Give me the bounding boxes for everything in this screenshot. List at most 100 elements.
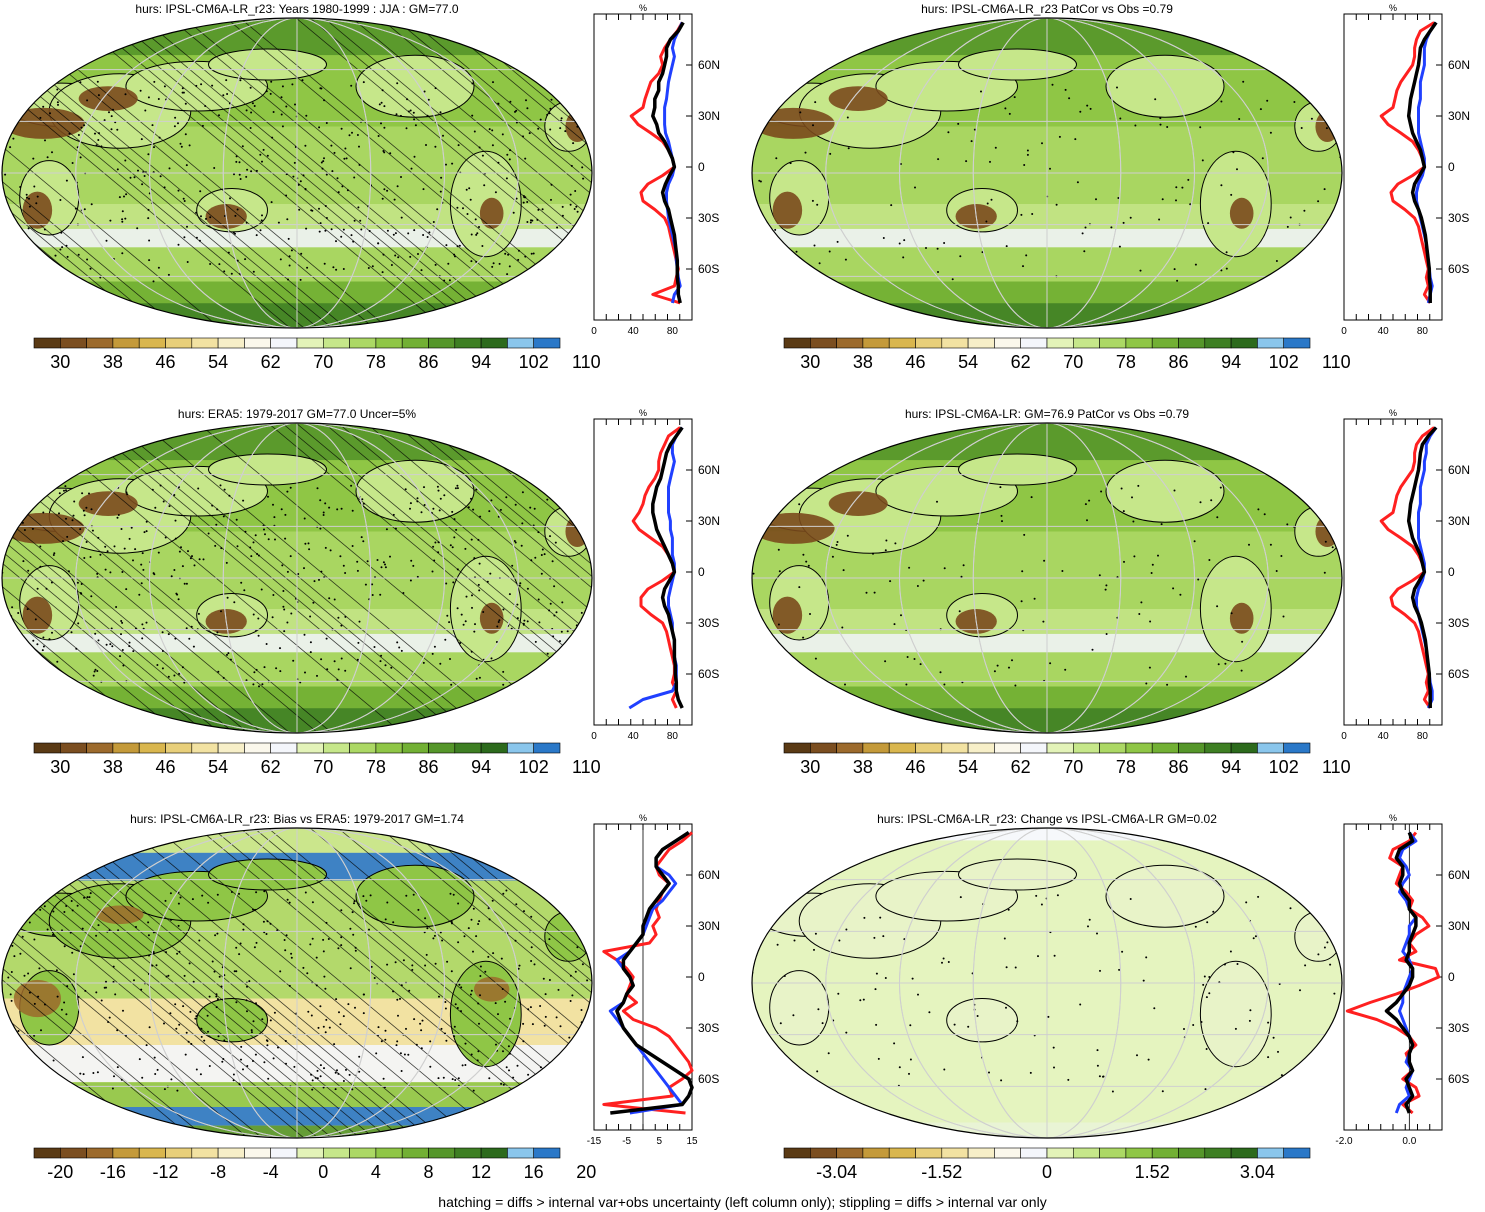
colorbar-swatch: [59, 337, 87, 349]
zonal-profile: % -2.0 0.0 60N 30N 0 30S 60S: [1335, 813, 1470, 1147]
colorbar-swatch: [270, 1147, 298, 1159]
colorbar-swatch: [533, 1147, 561, 1159]
colorbar-tick-label: -3.04: [816, 1162, 857, 1182]
colorbar-swatch: [1099, 337, 1127, 349]
colorbar-swatch: [401, 337, 429, 349]
colorbar: 30 38 46 54 62 70 78 86 94 102 110: [783, 337, 1351, 372]
colorbar-tick-label: 86: [1168, 757, 1188, 777]
profile-line-ensemble: [651, 21, 685, 304]
continent-shape: [208, 453, 327, 486]
colorbar-tick-label: 46: [905, 757, 925, 777]
colorbar-swatch: [244, 742, 271, 754]
map: [751, 827, 1343, 1139]
colorbar-swatch: [941, 337, 969, 349]
continent-shape: [1105, 54, 1225, 118]
colorbar-swatch: [862, 337, 890, 349]
colorbar-swatch: [428, 337, 456, 349]
colorbar-tick-label: 110: [572, 352, 601, 372]
colorbar-swatch: [480, 742, 508, 754]
graticule: [2, 18, 592, 328]
colorbar-tick-label: 70: [313, 352, 333, 372]
map-border: [751, 827, 1343, 1139]
colorbar-tick-label: 3.04: [1240, 1162, 1275, 1182]
panel-p6: -3.04 -1.52 0 1.52 3.04% -2.0 0.0 60N 30N 0 30S 60S: [751, 813, 1470, 1182]
profile-x-tick-label: 0: [1341, 326, 1347, 337]
colorbar-swatch: [244, 1147, 271, 1159]
colorbar-swatch: [1072, 1147, 1100, 1159]
dry-region: [752, 512, 835, 544]
profile-lat-label: 60N: [1448, 868, 1470, 882]
panel-title: hurs: IPSL-CM6A-LR_r23: Bias vs ERA5: 19…: [130, 812, 464, 826]
colorbar-swatch: [1125, 742, 1153, 754]
profile-lat-label: 0: [1448, 970, 1455, 984]
dry-region: [22, 596, 53, 634]
graticule: [752, 828, 1342, 1138]
colorbar-swatch: [836, 742, 864, 754]
profile-x-tick-label: 40: [1378, 326, 1390, 337]
colorbar-swatch: [165, 742, 193, 754]
colorbar-swatch: [1204, 337, 1232, 349]
colorbar-tick-label: -20: [47, 1162, 73, 1182]
continent-shape: [958, 453, 1077, 486]
profile-line-ensemble: [1384, 831, 1418, 1114]
colorbar-swatch: [1151, 742, 1179, 754]
profile-lat-label: 30N: [698, 109, 720, 123]
panel-p1: 30 38 46 54 62 70 78 86 94 102 110% 0 40 80 60N 30N 0 30S…: [1, 3, 720, 372]
map-border: [1, 17, 593, 329]
panel-title: hurs: IPSL-CM6A-LR_r23 PatCor vs Obs =0.…: [921, 2, 1173, 16]
continent-shape: [1105, 459, 1225, 523]
map-border: [1, 827, 593, 1139]
colorbar-swatch: [1020, 1147, 1048, 1159]
map: [1, 17, 593, 329]
colorbar-swatch: [428, 742, 456, 754]
profile-lat-label: 0: [698, 160, 705, 174]
profile-lat-label: 0: [698, 565, 705, 579]
colorbar-swatch: [191, 742, 219, 754]
colorbar-tick-label: 110: [572, 757, 601, 777]
dry-region: [565, 516, 590, 547]
colorbar-swatch: [1046, 337, 1074, 349]
profile-lat-label: 30N: [698, 514, 720, 528]
continent-shape: [449, 960, 522, 1068]
profile-lat-label: 60S: [1448, 667, 1469, 681]
colorbar-tick-label: 94: [471, 757, 491, 777]
colorbar-swatch: [941, 742, 969, 754]
colorbar-tick-label: 1.52: [1135, 1162, 1170, 1182]
colorbar-swatch: [244, 337, 271, 349]
map-border: [751, 17, 1343, 329]
colorbar-swatch: [533, 337, 561, 349]
profile-lat-label: 60S: [1448, 1072, 1469, 1086]
profile-lat-label: 30S: [1448, 211, 1469, 225]
profile-lat-label: 60N: [698, 868, 720, 882]
colorbar-swatch: [1020, 337, 1048, 349]
colorbar-swatch: [888, 1147, 916, 1159]
colorbar-swatch: [888, 337, 916, 349]
profile-lat-label: 30S: [698, 1021, 719, 1035]
colorbar-swatch: [862, 1147, 890, 1159]
colorbar-tick-label: 86: [418, 757, 438, 777]
colorbar-tick-label: 102: [1269, 757, 1299, 777]
map-border: [1, 422, 593, 734]
panel-p5: -20 -16 -12 -8 -4 0 4 8 12 16 20% -15 -5 5 15 60N 30N 0 30…: [1, 813, 720, 1182]
colorbar-swatch: [1204, 1147, 1232, 1159]
colorbar-tick-label: 20: [576, 1162, 596, 1182]
colorbar-swatch: [862, 742, 890, 754]
profile-lat-label: 60N: [698, 463, 720, 477]
profile-lat-label: 60N: [1448, 58, 1470, 72]
colorbar-tick-label: 102: [519, 757, 549, 777]
continent-shape: [958, 858, 1077, 891]
colorbar-tick-label: 30: [50, 352, 70, 372]
colorbar-tick-label: -8: [210, 1162, 226, 1182]
profile-lat-label: 60N: [1448, 463, 1470, 477]
colorbar-swatch: [112, 337, 140, 349]
colorbar-swatch: [1178, 742, 1206, 754]
colorbar-tick-label: 70: [1063, 757, 1083, 777]
colorbar-swatch: [138, 1147, 166, 1159]
colorbar-swatch: [296, 742, 324, 754]
colorbar-swatch: [1204, 742, 1232, 754]
colorbar-swatch: [507, 742, 534, 754]
colorbar-tick-label: 110: [1322, 757, 1351, 777]
profile-x-tick-label: 0.0: [1402, 1136, 1416, 1147]
colorbar-swatch: [1046, 1147, 1074, 1159]
zonal-profile: % 0 40 80 60N 30N 0 30S 60S: [591, 3, 720, 337]
